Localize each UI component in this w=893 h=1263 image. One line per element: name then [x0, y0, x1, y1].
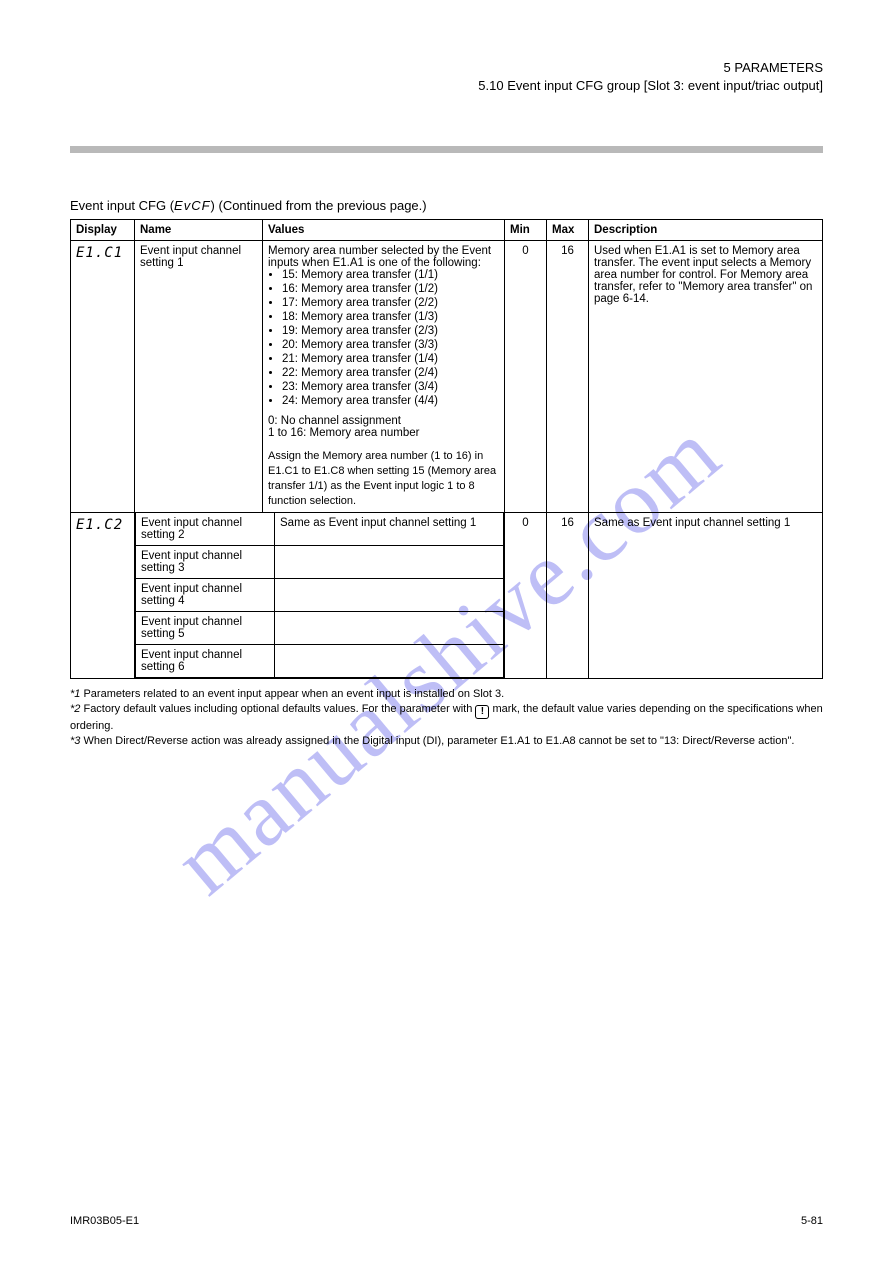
list-item: 23: Memory area transfer (3/4) — [282, 381, 499, 393]
cell-name-values-merged: Event input channel setting 2 Same as Ev… — [135, 513, 505, 679]
cell-display: E1.C2 — [71, 513, 135, 679]
footnote-item: *1 Parameters related to an event input … — [70, 687, 823, 702]
sub-row: Event input channel setting 5 — [136, 612, 504, 645]
chapter-title: 5 PARAMETERS — [724, 60, 823, 75]
list-item: 21: Memory area transfer (1/4) — [282, 353, 499, 365]
col-values: Values — [263, 220, 505, 241]
values-list: 15: Memory area transfer (1/1) 16: Memor… — [268, 269, 499, 407]
list-item: 20: Memory area transfer (3/3) — [282, 339, 499, 351]
table-row: E1.C2 Event input channel setting 2 Same… — [71, 513, 823, 679]
footnote-item: *3 When Direct/Reverse action was alread… — [70, 734, 823, 749]
page-header: 5 PARAMETERS 5.10 Event input CFG group … — [70, 60, 823, 140]
cell-desc: Same as Event input channel setting 1 — [589, 513, 823, 679]
footnote-item: *2 Factory default values including opti… — [70, 702, 823, 734]
col-display: Display — [71, 220, 135, 241]
sub-name: Event input channel setting 2 — [136, 513, 275, 546]
attention-icon: ! — [475, 705, 489, 719]
footnote-text: When Direct/Reverse action was already a… — [83, 735, 794, 747]
col-max: Max — [547, 220, 589, 241]
table-row: E1.C1 Event input channel setting 1 Memo… — [71, 241, 823, 513]
page: 5 PARAMETERS 5.10 Event input CFG group … — [0, 0, 893, 1263]
col-min: Min — [505, 220, 547, 241]
cell-values: Memory area number selected by the Event… — [263, 241, 505, 513]
cell-max: 16 — [547, 241, 589, 513]
table-title-code: EvCF — [174, 198, 211, 213]
sub-name: Event input channel setting 3 — [136, 546, 275, 579]
footnote-text: Factory default values including optiona… — [83, 703, 472, 715]
table-header-row: Display Name Values Min Max Description — [71, 220, 823, 241]
footnotes: *1 Parameters related to an event input … — [70, 687, 823, 749]
sub-row: Event input channel setting 2 Same as Ev… — [136, 513, 504, 546]
sub-val — [275, 645, 504, 678]
footnote-marker: *1 — [70, 688, 80, 700]
sub-row: Event input channel setting 6 — [136, 645, 504, 678]
page-footer: IMR03B05-E1 5-81 — [70, 1215, 823, 1227]
cell-desc: Used when E1.A1 is set to Memory area tr… — [589, 241, 823, 513]
list-item: 22: Memory area transfer (2/4) — [282, 367, 499, 379]
col-desc: Description — [589, 220, 823, 241]
display-code: E1.C2 — [76, 517, 123, 533]
list-item: 15: Memory area transfer (1/1) — [282, 269, 499, 281]
values-zero: 0: No channel assignment — [268, 415, 499, 427]
inner-note: Assign the Memory area number (1 to 16) … — [268, 449, 499, 508]
values-range: 1 to 16: Memory area number — [268, 427, 499, 439]
values-lead: Memory area number selected by the Event… — [268, 245, 499, 269]
col-name: Name — [135, 220, 263, 241]
list-item: 24: Memory area transfer (4/4) — [282, 395, 499, 407]
table-title-prefix: Event input CFG ( — [70, 198, 174, 213]
footer-doc-id: IMR03B05-E1 — [70, 1215, 139, 1227]
footer-page-number: 5-81 — [801, 1215, 823, 1227]
cell-min: 0 — [505, 241, 547, 513]
sub-name: Event input channel setting 4 — [136, 579, 275, 612]
cell-min: 0 — [505, 513, 547, 679]
sub-row: Event input channel setting 3 — [136, 546, 504, 579]
list-item: 19: Memory area transfer (2/3) — [282, 325, 499, 337]
table-title-suffix: ) (Continued from the previous page.) — [211, 198, 427, 213]
footnote-text: Parameters related to an event input app… — [83, 688, 504, 700]
sub-row: Event input channel setting 4 — [136, 579, 504, 612]
table-title: Event input CFG (EvCF) (Continued from t… — [70, 198, 823, 213]
cell-name: Event input channel setting 1 — [135, 241, 263, 513]
list-item: 17: Memory area transfer (2/2) — [282, 297, 499, 309]
list-item: 16: Memory area transfer (1/2) — [282, 283, 499, 295]
sub-val — [275, 612, 504, 645]
cell-display: E1.C1 — [71, 241, 135, 513]
list-item: 18: Memory area transfer (1/3) — [282, 311, 499, 323]
sub-name: Event input channel setting 6 — [136, 645, 275, 678]
sub-val — [275, 546, 504, 579]
cell-max: 16 — [547, 513, 589, 679]
sub-name: Event input channel setting 5 — [136, 612, 275, 645]
sub-val: Same as Event input channel setting 1 — [275, 513, 504, 546]
footnote-marker: *3 — [70, 735, 80, 747]
sub-val — [275, 579, 504, 612]
footnote-marker: *2 — [70, 703, 80, 715]
header-rule — [70, 146, 823, 153]
display-code: E1.C1 — [76, 245, 123, 261]
sub-table: Event input channel setting 2 Same as Ev… — [135, 513, 504, 678]
section-title: 5.10 Event input CFG group [Slot 3: even… — [478, 78, 823, 93]
parameter-table: Display Name Values Min Max Description … — [70, 219, 823, 679]
